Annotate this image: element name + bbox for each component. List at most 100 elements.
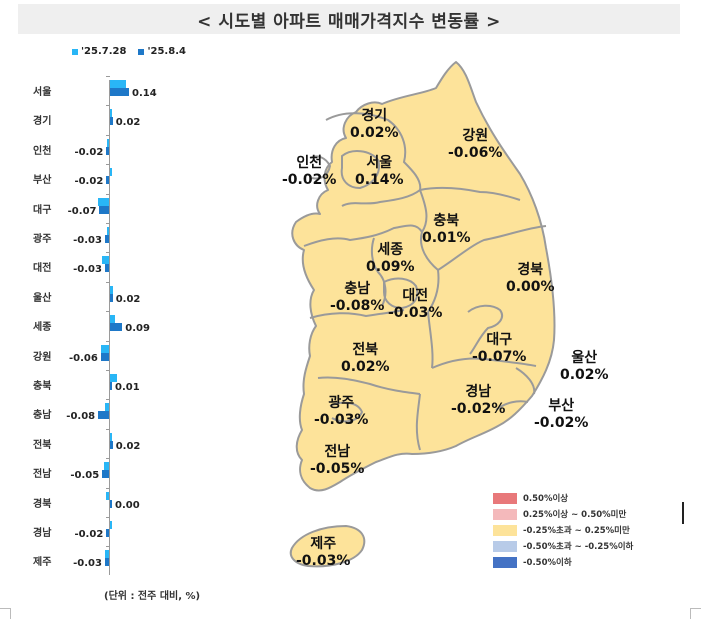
map-legend-swatch <box>493 508 517 520</box>
bar-0728 <box>110 285 113 294</box>
region-value: -0.03% <box>296 553 351 569</box>
region-name: 경기 <box>361 108 388 124</box>
region-value: 0.02% <box>350 125 399 141</box>
map-legend-item: 0.50%이상 <box>493 490 633 506</box>
data-label: 0.09 <box>125 323 150 335</box>
bar-0728 <box>107 227 109 235</box>
map-label-jeonnam: 전남 -0.05% <box>310 444 364 478</box>
bar-0804 <box>106 529 109 537</box>
map-label-chungnam: 충남 -0.08% <box>330 281 384 315</box>
map-legend-label: -0.25%초과 ~ 0.25%미만 <box>523 526 630 536</box>
category-label: 경기 <box>33 116 52 128</box>
axis-tick <box>106 487 110 489</box>
map-label-jeonbuk: 전북 0.02% <box>341 342 390 376</box>
axis-tick <box>106 281 110 283</box>
map-legend-label: -0.50%초과 ~ -0.25%이하 <box>523 542 634 552</box>
axis-tick <box>106 105 110 107</box>
region-value: 0.02% <box>560 367 609 383</box>
bar-0728 <box>102 256 109 265</box>
data-label: 0.01 <box>115 382 140 393</box>
region-value: 0.02% <box>341 359 390 375</box>
chart-title: < 시도별 아파트 매매가격지수 변동률 > <box>18 4 680 34</box>
axis-tick <box>106 223 110 224</box>
region-name: 충남 <box>344 281 371 297</box>
region-value: 0.01% <box>422 230 471 246</box>
region-name: 세종 <box>377 242 404 258</box>
bar-row: 대구 -0.07 <box>0 194 230 223</box>
series-legend: '25.7.28 '25.8.4 <box>72 46 186 57</box>
axis-tick <box>106 193 110 195</box>
data-label: 0.02 <box>115 440 141 452</box>
boundary-daejeon <box>383 277 419 310</box>
bar-0728 <box>110 315 116 324</box>
bar-0804 <box>104 264 109 273</box>
category-label: 대구 <box>33 204 52 216</box>
bar-0804 <box>110 440 113 449</box>
map-label-gyeongnam: 경남 -0.02% <box>451 384 505 418</box>
bar-0804 <box>100 352 109 361</box>
region-name: 제주 <box>310 536 337 552</box>
region-name: 경북 <box>517 262 544 278</box>
region-name: 광주 <box>328 395 355 411</box>
region-value: 0.00% <box>506 279 555 295</box>
bar-row: 경기 0.02 <box>0 105 230 134</box>
map-label-ulsan: 울산 0.02% <box>560 350 609 384</box>
bar-0804 <box>98 411 109 420</box>
unit-note: (단위 : 전주 대비, %) <box>104 591 201 602</box>
region-name: 대구 <box>486 332 513 348</box>
map-legend-item: -0.50%이하 <box>493 554 633 570</box>
data-label: -0.03 <box>73 235 102 246</box>
axis-tick <box>106 458 110 460</box>
boundary-gyeonggi-gangwon <box>325 112 422 207</box>
axis-tick <box>106 164 110 166</box>
bar-0804 <box>110 499 112 508</box>
data-label: -0.06 <box>69 352 98 364</box>
region-value: -0.02% <box>534 415 589 431</box>
region-name: 울산 <box>571 350 598 366</box>
bar-0804 <box>104 235 109 243</box>
data-label: 0.14 <box>132 88 157 99</box>
category-label: 울산 <box>33 292 52 304</box>
region-value: -0.05% <box>310 461 365 477</box>
boundary-ulsan <box>515 367 536 395</box>
bar-0728 <box>110 521 112 529</box>
axis-tick <box>106 134 110 136</box>
boundary-seoul <box>340 150 380 190</box>
axis-tick <box>106 399 110 401</box>
region-value: -0.07% <box>472 349 527 365</box>
category-label: 강원 <box>33 351 52 363</box>
region-name: 충북 <box>433 213 460 229</box>
bar-0728 <box>110 374 117 382</box>
bar-0804 <box>110 88 130 96</box>
category-label: 제주 <box>33 557 52 569</box>
bar-0804 <box>99 205 109 214</box>
bar-row: 전북 0.02 <box>0 429 230 458</box>
map-legend: 0.50%이상 0.25%이상 ~ 0.50%미만 -0.25%초과 ~ 0.2… <box>493 490 633 570</box>
data-label: 0.02 <box>115 117 141 129</box>
bar-row: 충북 0.01 <box>0 370 230 399</box>
bar-0804 <box>110 382 112 390</box>
bar-0728 <box>98 197 109 206</box>
category-label: 광주 <box>33 234 52 245</box>
category-label: 서울 <box>33 87 52 98</box>
boundary-jeonbuk-jeonnam <box>317 376 421 395</box>
bar-0728 <box>104 403 109 412</box>
legend-swatch-0804 <box>138 48 145 55</box>
category-label: 충북 <box>33 381 52 392</box>
region-value: 0.09% <box>366 259 415 275</box>
region-name: 전남 <box>324 444 351 460</box>
text-cursor <box>682 502 684 524</box>
data-label: 0.00 <box>115 499 140 511</box>
map-legend-label: 0.50%이상 <box>523 494 569 504</box>
bar-0804 <box>110 117 113 126</box>
axis-tick <box>106 428 110 430</box>
region-name: 부산 <box>548 398 575 414</box>
region-value: -0.02% <box>451 401 506 417</box>
bar-0804 <box>102 470 109 479</box>
bar-0728 <box>100 344 109 353</box>
region-value: 0.14% <box>355 172 404 188</box>
region-value: -0.06% <box>448 145 503 161</box>
legend-item-0728: '25.7.28 <box>72 46 126 57</box>
region-name: 서울 <box>366 155 393 171</box>
bar-0728 <box>110 168 112 177</box>
